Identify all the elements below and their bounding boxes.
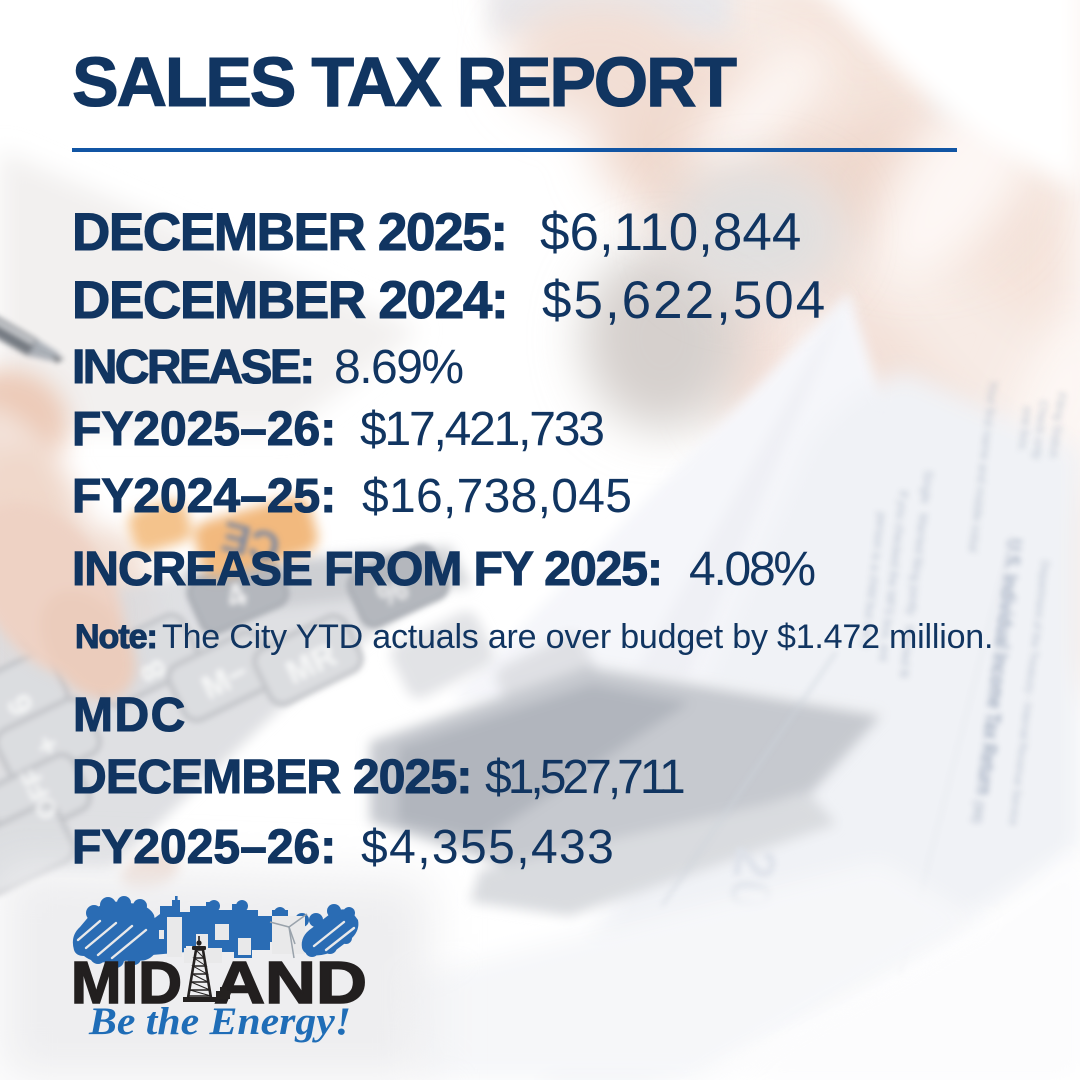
svg-text:one box.: one box. — [1015, 406, 1035, 453]
svg-text:(99): (99) — [969, 800, 987, 825]
svg-text:Be the Energy!: Be the Energy! — [88, 1000, 351, 1043]
svg-text:MID: MID — [71, 949, 182, 1016]
svg-text:AND: AND — [214, 949, 367, 1016]
